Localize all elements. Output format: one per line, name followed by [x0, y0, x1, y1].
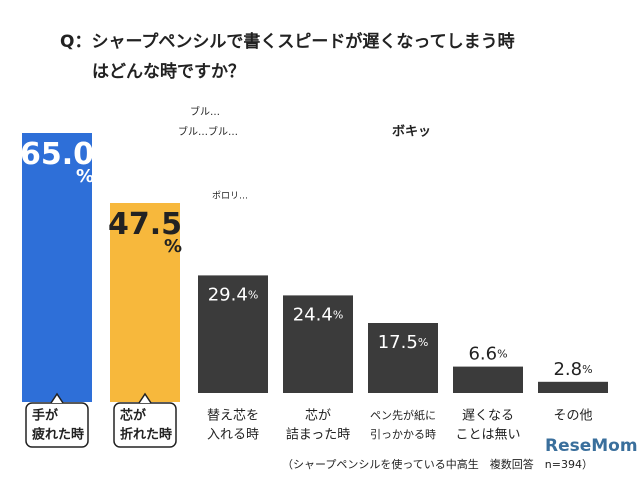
value-label: 47.5%	[108, 207, 182, 258]
chart-title-line: はどんな時ですか？	[92, 61, 245, 82]
value-label: 17.5%	[378, 332, 429, 353]
x-tick-label: その他	[553, 409, 592, 424]
value-label: 29.4%	[208, 284, 259, 305]
bar	[368, 323, 438, 393]
bar	[453, 366, 523, 393]
x-tick-label: ことは無い	[455, 428, 520, 443]
bar	[283, 295, 353, 393]
x-tick-label: 疲れた時	[32, 427, 84, 443]
category-box-tail	[50, 392, 64, 404]
logo: ReseMom	[545, 436, 638, 456]
x-tick-label: 芯が	[120, 408, 146, 424]
x-tick-label: 手が	[32, 408, 58, 424]
bar	[538, 381, 608, 393]
bar	[198, 275, 268, 393]
x-tick-label: 入れる時	[207, 428, 259, 443]
x-tick-label: 引っかかる時	[370, 427, 436, 441]
x-tick-label: 遅くなる	[462, 409, 514, 424]
bar	[22, 133, 92, 402]
x-tick-label: 替え芯を	[207, 409, 259, 424]
bar	[110, 203, 180, 402]
annotation: ブル…	[190, 105, 220, 118]
x-tick-label: ペン先が紙に	[370, 408, 436, 422]
chart-title-line: Q：シャープペンシルで書くスピードが遅くなってしまう時	[60, 31, 515, 52]
x-tick-label: 芯が	[305, 409, 331, 424]
category-box-tail	[138, 392, 152, 404]
footnote: （シャープペンシルを使っている中高生 複数回答 n=394）	[282, 457, 593, 471]
x-tick-label: 折れた時	[120, 427, 172, 443]
annotation: ボキッ	[392, 124, 431, 140]
value-label: 6.6%	[468, 344, 507, 365]
value-label: 24.4%	[293, 304, 344, 325]
x-tick-label: 詰まった時	[286, 427, 350, 443]
annotation: ブル…ブル…	[178, 125, 238, 138]
annotation: ポロリ…	[212, 191, 248, 202]
value-label: 2.8%	[553, 359, 592, 380]
value-label: 65.0%	[20, 137, 94, 188]
